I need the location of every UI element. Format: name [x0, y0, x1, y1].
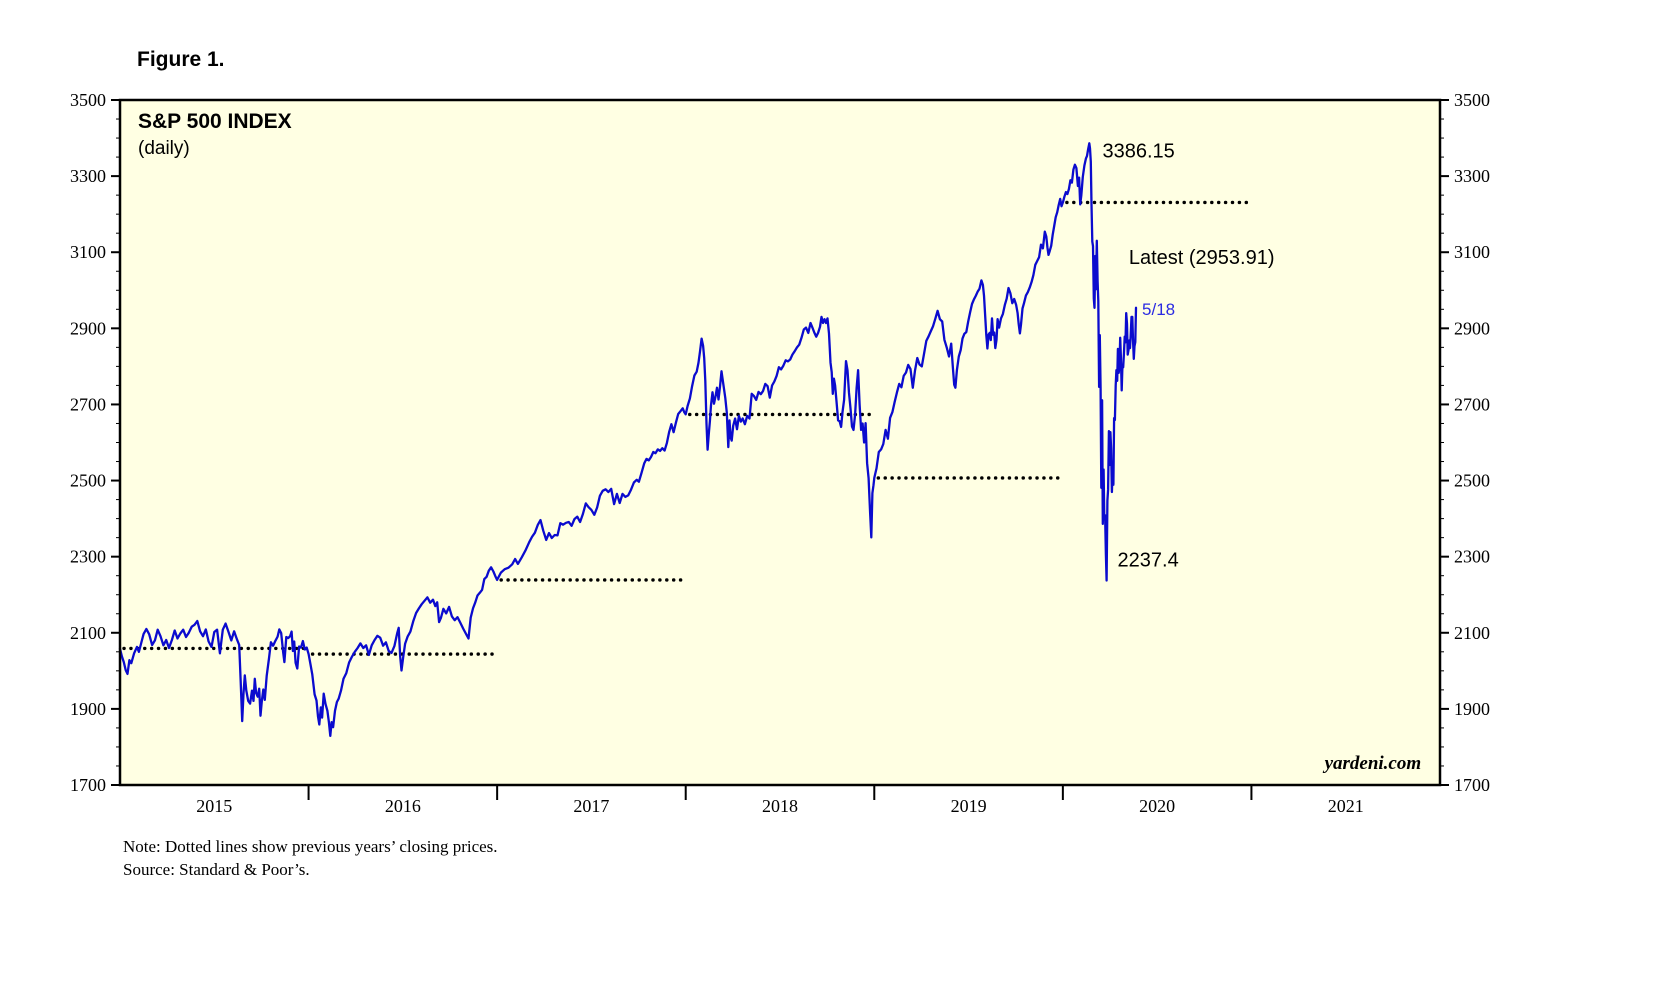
annotation: Latest (2953.91) [1129, 247, 1275, 269]
y-axis-label-left: 1900 [70, 699, 106, 719]
source-text: Source: Standard & Poor’s. [123, 860, 310, 879]
y-axis-label-right: 1700 [1454, 775, 1490, 795]
y-axis-label-left: 2700 [70, 394, 106, 414]
price-line [118, 142, 1138, 738]
x-axis-year-label: 2018 [762, 796, 798, 816]
y-axis-label-right: 2500 [1454, 471, 1490, 491]
y-axis-label-left: 3300 [70, 166, 106, 186]
y-axis-label-right: 1900 [1454, 699, 1490, 719]
plot-area [120, 100, 1440, 785]
annotation: 3386.15 [1102, 140, 1174, 162]
x-axis-year-label: 2019 [951, 796, 987, 816]
x-axis-year-label: 2017 [573, 796, 609, 816]
y-axis-label-right: 2900 [1454, 318, 1490, 338]
y-axis-label-right: 3300 [1454, 166, 1490, 186]
y-axis-label-left: 2100 [70, 623, 106, 643]
figure-label: Figure 1. [137, 48, 225, 71]
annotation: 5/18 [1142, 300, 1175, 319]
watermark: yardeni.com [1323, 753, 1422, 774]
y-axis-label-right: 2100 [1454, 623, 1490, 643]
y-axis-label-left: 2500 [70, 471, 106, 491]
y-axis-label-left: 2900 [70, 318, 106, 338]
y-axis-label-right: 3100 [1454, 242, 1490, 262]
chart-title: S&P 500 INDEX [138, 110, 292, 133]
x-axis-year-label: 2020 [1139, 796, 1175, 816]
x-axis-year-label: 2016 [385, 796, 421, 816]
y-axis-label-left: 3100 [70, 242, 106, 262]
y-axis-label-left: 1700 [70, 775, 106, 795]
x-axis-year-label: 2015 [196, 796, 232, 816]
y-axis-label-left: 3500 [70, 90, 106, 110]
y-axis-label-left: 2300 [70, 547, 106, 567]
annotation: 2237.4 [1118, 549, 1179, 571]
y-axis-label-right: 2300 [1454, 547, 1490, 567]
y-axis-label-right: 2700 [1454, 394, 1490, 414]
note-text: Note: Dotted lines show previous years’ … [123, 837, 498, 856]
x-axis-year-label: 2021 [1328, 796, 1364, 816]
y-axis-label-right: 3500 [1454, 90, 1490, 110]
chart-subtitle: (daily) [138, 138, 190, 159]
